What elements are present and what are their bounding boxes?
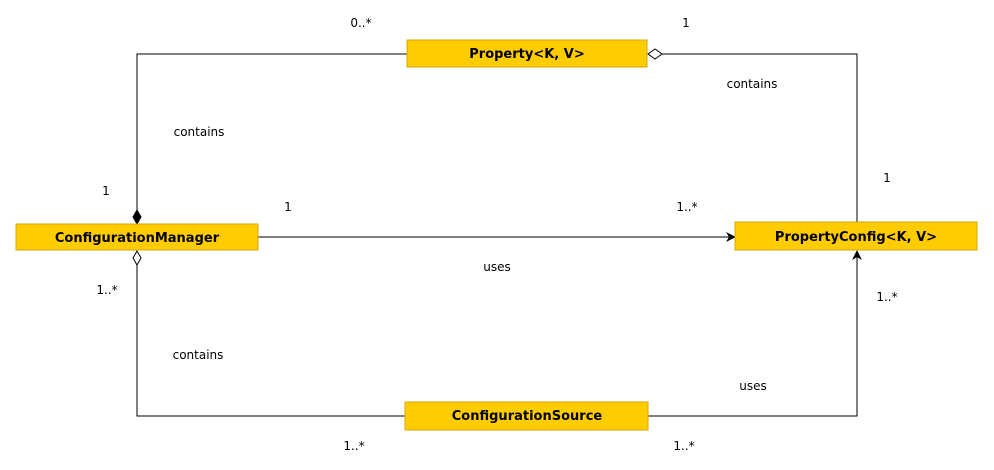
edge-label-manager-config: uses xyxy=(483,260,511,274)
multiplicity-manager-config-manager: 1 xyxy=(284,200,292,214)
class-property-config[interactable]: PropertyConfig<K, V> xyxy=(734,221,978,251)
edge-config-property xyxy=(662,53,858,222)
multiplicity-config-property-property: 1 xyxy=(682,16,690,30)
multiplicity-manager-source-manager: 1..* xyxy=(96,283,117,297)
edge-source-config xyxy=(648,250,862,417)
multiplicity-manager-property-manager: 1 xyxy=(102,184,110,198)
class-property-config-name: PropertyConfig<K, V> xyxy=(775,230,937,245)
edge-label-manager-property: contains xyxy=(174,125,225,139)
aggregation-diamond-icon xyxy=(132,249,142,267)
class-configuration-source[interactable]: ConfigurationSource xyxy=(404,401,649,431)
aggregation-diamond-icon xyxy=(647,48,663,60)
multiplicity-manager-property-property: 0..* xyxy=(350,16,371,30)
multiplicity-manager-config-config: 1..* xyxy=(676,200,697,214)
class-configuration-manager-name: ConfigurationManager xyxy=(55,231,220,246)
multiplicity-manager-source-source: 1..* xyxy=(343,439,364,453)
edge-manager-property xyxy=(136,53,407,210)
class-configuration-manager[interactable]: ConfigurationManager xyxy=(15,223,259,251)
class-property-name: Property<K, V> xyxy=(469,47,584,62)
multiplicity-source-config-source: 1..* xyxy=(673,439,694,453)
edge-label-config-property: contains xyxy=(727,77,778,91)
class-configuration-source-name: ConfigurationSource xyxy=(452,409,603,424)
edge-label-source-config: uses xyxy=(739,379,767,393)
multiplicity-source-config-config: 1..* xyxy=(876,290,897,304)
edge-label-manager-source: contains xyxy=(173,348,224,362)
composition-diamond-icon xyxy=(132,208,142,226)
multiplicity-config-property-config: 1 xyxy=(883,171,891,185)
class-property[interactable]: Property<K, V> xyxy=(406,39,648,68)
edge-manager-source xyxy=(136,265,405,417)
